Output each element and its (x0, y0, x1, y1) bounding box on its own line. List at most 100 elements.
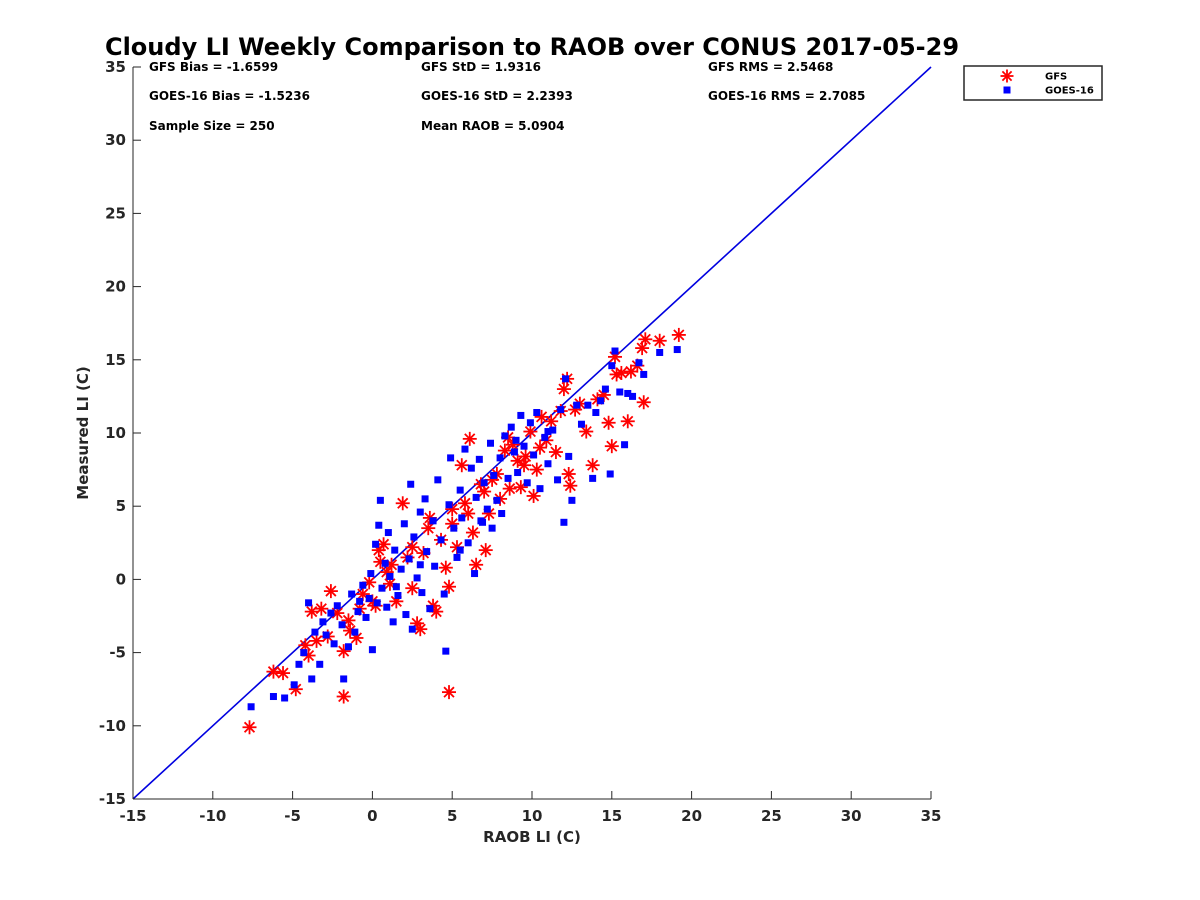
goes16-point (640, 370, 648, 378)
goes16-point (554, 476, 562, 484)
goes16-point (512, 436, 520, 444)
gfs-legend-icon (1000, 69, 1014, 83)
gfs-point (309, 633, 324, 648)
goes16-point (367, 570, 375, 578)
stat-text: GOES-16 RMS = 2.7085 (708, 89, 865, 103)
goes16-point (549, 426, 557, 434)
goes16-point (520, 442, 528, 450)
goes16-point (592, 409, 600, 417)
goes16-point (389, 618, 397, 626)
goes16-point (351, 628, 359, 636)
gfs-point (671, 327, 686, 342)
goes16-point (480, 479, 488, 487)
goes16-point (348, 590, 356, 598)
gfs-point (314, 601, 329, 616)
gfs-point (413, 622, 428, 637)
goes16-point (311, 628, 319, 636)
goes16-point (373, 599, 381, 607)
goes16-point (464, 539, 472, 547)
goes16-point (413, 574, 421, 582)
goes16-point (376, 496, 384, 504)
goes16-point (408, 625, 416, 633)
goes16-point (453, 553, 461, 561)
stat-text: GFS StD = 1.9316 (421, 60, 541, 74)
goes16-point (378, 584, 386, 592)
goes16-point (517, 411, 525, 419)
x-axis-label: RAOB LI (C) (483, 828, 581, 846)
axes (132, 66, 932, 800)
gfs-point (323, 584, 338, 599)
goes16-point (405, 555, 413, 563)
goes16-point (247, 703, 255, 711)
goes16-point (493, 496, 501, 504)
goes16-point (533, 409, 541, 417)
gfs-point (454, 458, 469, 473)
gfs-point (336, 689, 351, 704)
goes16-point (472, 493, 480, 501)
goes16-point (305, 599, 313, 607)
chart-title: Cloudy LI Weekly Comparison to RAOB over… (105, 33, 959, 61)
goes16-point (584, 401, 592, 409)
goes16-point (487, 439, 495, 447)
goes16-point (544, 460, 552, 468)
gfs-point (579, 424, 594, 439)
gfs-point (442, 685, 457, 700)
goes16-point (418, 589, 426, 597)
gfs-point (526, 488, 541, 503)
gfs-point (497, 443, 512, 458)
gfs-point (465, 525, 480, 540)
goes16-point (568, 496, 576, 504)
gfs-point (405, 581, 420, 596)
goes16-point (629, 392, 637, 400)
goes16-point (410, 533, 418, 541)
y-tick-label: 0 (116, 570, 126, 588)
goes16-point (445, 501, 453, 509)
stat-text: GOES-16 Bias = -1.5236 (149, 89, 310, 103)
goes16-point (400, 520, 408, 528)
goes16-point (381, 559, 389, 567)
x-tick-label: 35 (921, 807, 942, 825)
goes16-point (327, 609, 335, 617)
goes16-point (536, 485, 544, 493)
gfs-point (405, 540, 420, 555)
goes16-point (544, 428, 552, 436)
goes16-point (496, 454, 504, 462)
x-tick-label: -5 (284, 807, 301, 825)
x-tick-label: 20 (681, 807, 702, 825)
stat-text: GFS Bias = -1.6599 (149, 60, 278, 74)
goes16-point (426, 605, 434, 613)
goes16-point (635, 359, 643, 367)
goes16-point (397, 565, 405, 573)
goes16-point (308, 675, 316, 683)
x-tick-label: 10 (522, 807, 543, 825)
goes16-point (608, 362, 616, 370)
goes16-point (488, 524, 496, 532)
goes16-point (507, 423, 515, 431)
goes16-point (402, 611, 410, 619)
goes16-point (526, 419, 534, 427)
goes16-point (577, 420, 585, 428)
goes16-point (416, 561, 424, 569)
goes16-point (394, 592, 402, 600)
goes16-point (456, 546, 464, 554)
goes16-point (322, 631, 330, 639)
goes16-point (407, 480, 415, 488)
gfs-point (620, 414, 635, 429)
goes16-legend-icon (1003, 86, 1011, 94)
stat-text: GFS RMS = 2.5468 (708, 60, 833, 74)
legend-entry-label: GFS (1045, 72, 1067, 83)
goes16-point (392, 583, 400, 591)
x-tick-label: 25 (761, 807, 782, 825)
y-tick-label: -10 (99, 717, 126, 735)
y-tick-label: 15 (105, 351, 126, 369)
goes16-point (656, 348, 664, 356)
goes16-point (611, 347, 619, 355)
goes16-point (365, 594, 373, 602)
goes16-point (383, 603, 391, 611)
tick-labels: -15 -10 -5 0 5 10 15 20 25 30 35 -15 -10 -5 0 5 10 15 20 25… (99, 58, 942, 825)
gfs-point (604, 439, 619, 454)
gfs-point (242, 720, 257, 735)
goes16-point (295, 660, 303, 668)
goes16-point (606, 470, 614, 478)
